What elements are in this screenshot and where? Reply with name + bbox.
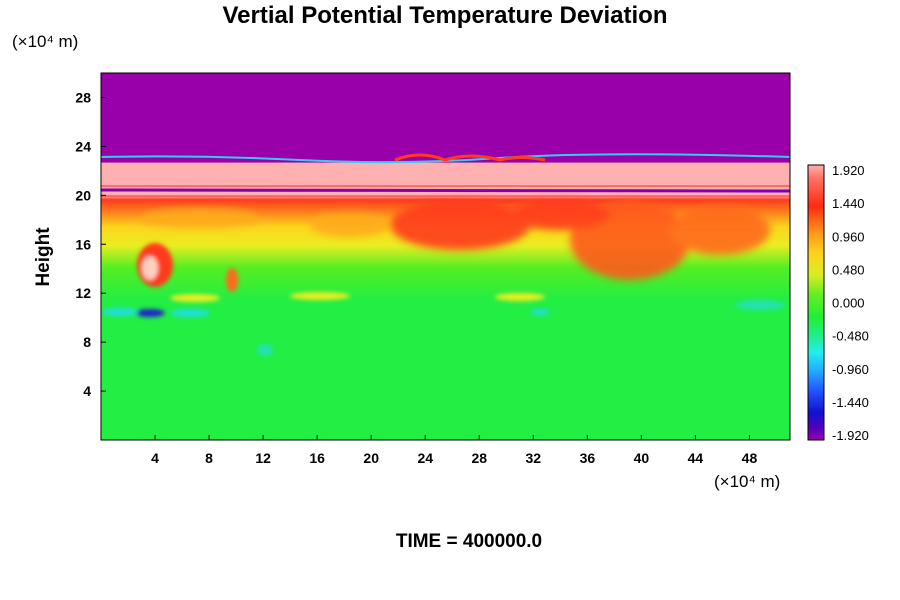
x-tick-label: 24 <box>417 450 433 466</box>
x-tick-label: 40 <box>634 450 650 466</box>
y-tick-label: 28 <box>75 89 91 105</box>
colorbar-label: -1.920 <box>832 428 869 443</box>
colorbar <box>807 164 825 441</box>
heatmap-field <box>101 73 790 440</box>
x-tick-label: 36 <box>580 450 596 466</box>
colorbar-ticks: 1.920 1.440 0.960 0.480 0.000 -0.480 -0.960 -1.… <box>832 163 869 443</box>
y-tick-label: 8 <box>83 334 91 350</box>
colorbar-label: 0.000 <box>832 296 865 311</box>
x-tick-label: 20 <box>363 450 379 466</box>
x-tick-label: 12 <box>255 450 271 466</box>
x-axis-unit: (×10⁴ m) <box>714 472 781 491</box>
x-tick-label: 8 <box>205 450 213 466</box>
y-tick-label: 4 <box>83 383 91 399</box>
y-tick-label: 16 <box>75 236 91 252</box>
y-tick-label: 24 <box>75 138 91 154</box>
colorbar-label: 0.480 <box>832 262 865 277</box>
y-axis-unit: (×10⁴ m) <box>12 32 79 51</box>
colorbar-label: -1.440 <box>832 395 869 410</box>
colorbar-label: 1.440 <box>832 196 865 211</box>
chart-title: Vertial Potential Temperature Deviation <box>222 2 668 29</box>
x-tick-label: 44 <box>688 450 704 466</box>
y-tick-label: 12 <box>75 285 91 301</box>
plot-frame <box>100 72 791 441</box>
y-tick-label: 20 <box>75 187 91 203</box>
colorbar-label: 0.960 <box>832 229 865 244</box>
x-tick-label: 4 <box>151 450 159 466</box>
x-tick-label: 16 <box>309 450 325 466</box>
colorbar-label: -0.960 <box>832 362 869 377</box>
colorbar-label: 1.920 <box>832 163 865 178</box>
time-label: TIME = 400000.0 <box>395 531 543 552</box>
x-tick-label: 28 <box>471 450 487 466</box>
x-tick-label: 48 <box>742 450 758 466</box>
colorbar-label: -0.480 <box>832 329 869 344</box>
x-tick-label: 32 <box>526 450 542 466</box>
